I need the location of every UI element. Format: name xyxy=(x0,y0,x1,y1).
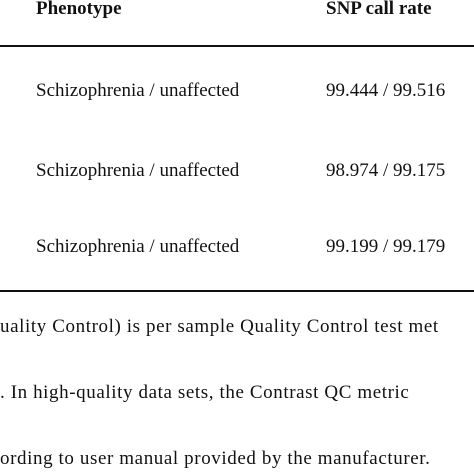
row-phenotype: Schizophrenia / unaffected xyxy=(36,80,240,101)
header-snp-call-rate: SNP call rate xyxy=(326,0,432,19)
row-phenotype: Schizophrenia / unaffected xyxy=(36,160,240,181)
header-phenotype: Phenotype xyxy=(36,0,122,19)
row-snp-call-rate: 98.974 / 99.175 xyxy=(326,160,446,181)
bottom-rule xyxy=(0,290,474,292)
footnote-line-3: ording to user manual provided by the ma… xyxy=(0,448,431,469)
row-snp-call-rate: 99.444 / 99.516 xyxy=(326,80,446,101)
row-phenotype: Schizophrenia / unaffected xyxy=(36,236,240,257)
header-rule xyxy=(0,45,474,47)
footnote-line-1: uality Control) is per sample Quality Co… xyxy=(0,316,439,337)
row-snp-call-rate: 99.199 / 99.179 xyxy=(326,236,446,257)
footnote-line-2: . In high-quality data sets, the Contras… xyxy=(0,382,410,403)
